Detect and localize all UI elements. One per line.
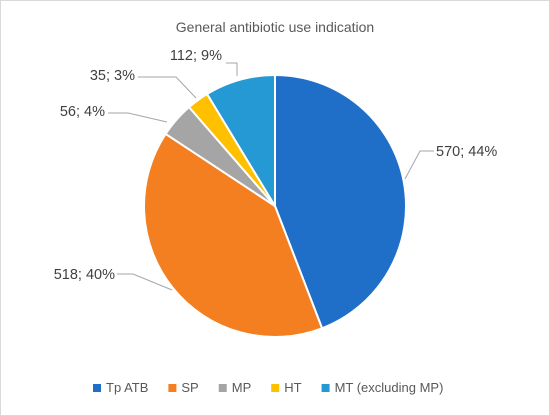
legend-label: MT (excluding MP) [335,380,444,395]
data-label: 570; 44% [436,144,497,160]
legend-swatch [93,384,101,392]
pie-slice-tp-atb [274,73,408,330]
pie-slice-sp [143,132,324,339]
legend-label: MP [232,380,252,395]
legend-swatch [218,384,227,392]
data-label: 112; 9% [170,48,222,64]
leader-line [108,112,168,123]
leader-line [404,150,434,180]
data-label: 35; 3% [90,68,135,84]
legend-swatch [321,384,330,392]
data-label: 56; 4% [60,104,105,120]
chart-title: General antibiotic use indication [176,19,374,35]
leader-line [226,62,238,76]
data-label: 518; 40% [54,267,115,283]
legend-swatch [168,384,177,392]
leader-line [138,76,197,99]
legend-label: SP [181,380,198,395]
legend-label: HT [284,380,301,395]
legend-swatch [271,384,280,392]
legend: Tp ATB SP MP HT MT (excluding MP) [93,380,443,395]
leader-line [117,273,173,291]
pie-slices [143,73,408,339]
pie-slice-mt-excluding-mp [205,73,276,210]
data-labels: 570; 44% 518; 40% 56; 4% 35; 3% 112; 9% [54,48,498,283]
legend-label: Tp ATB [106,380,148,395]
label-leader-lines [108,62,434,291]
